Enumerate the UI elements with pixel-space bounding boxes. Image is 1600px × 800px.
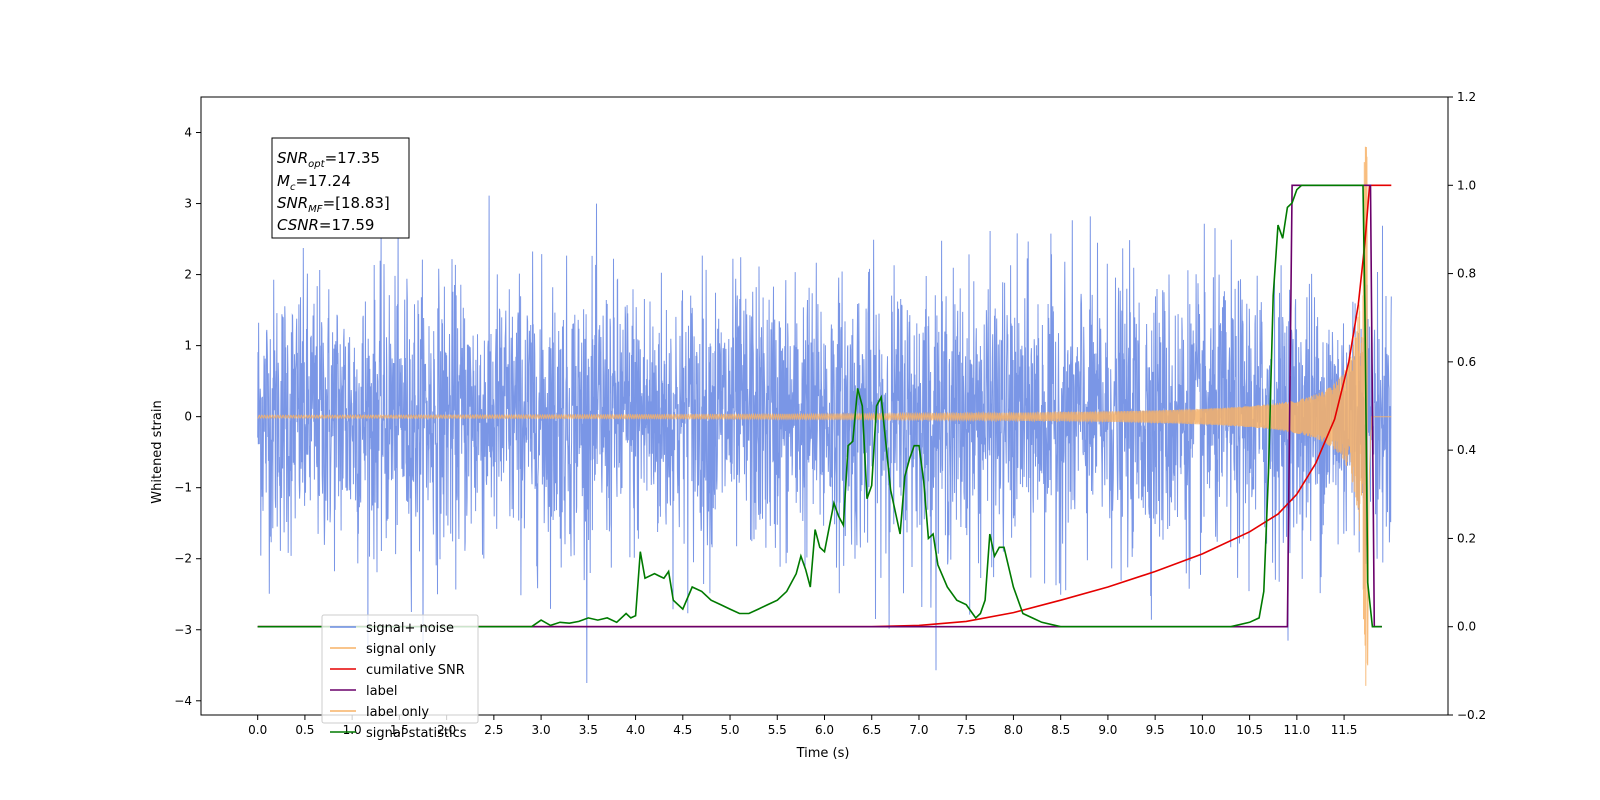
y2-tick-label: 1.2: [1457, 90, 1476, 104]
x-tick-label: 11.0: [1283, 723, 1310, 737]
y-tick-label: −2: [174, 552, 192, 566]
y-axis-label: Whitened strain: [150, 400, 165, 503]
legend-label: signal statistics: [366, 726, 467, 741]
y2-tick-label: 0.8: [1457, 267, 1476, 281]
legend: signal+ noise signal only cumilative SNR la…: [321, 614, 479, 741]
y-tick-label: 2: [184, 268, 192, 282]
x-tick-label: 0.5: [295, 723, 314, 737]
x-tick-label: 5.0: [720, 723, 739, 737]
x-tick-label: 1.5: [390, 723, 409, 737]
legend-label: signal only: [366, 642, 436, 657]
y-tick-label: 1: [184, 339, 192, 353]
x-tick-label: 2.5: [484, 723, 503, 737]
x-axis: 0.0 0.5 1.0 1.5 2.0 2.5 3.0 3.5 4.0 4.5 5.0 5.5 6.0 6…: [248, 715, 1357, 737]
legend-label: label: [366, 684, 397, 699]
y2-tick-label: 0.2: [1457, 531, 1476, 545]
y-tick-label: 4: [184, 126, 192, 140]
y2-tick-label: 1.0: [1457, 178, 1476, 192]
x-tick-label: 10.5: [1236, 723, 1263, 737]
legend-label: signal+ noise: [366, 621, 454, 636]
x-tick-label: 7.5: [957, 723, 976, 737]
left-y-axis: 4 3 2 1 0 −1 −2 −3 −4: [174, 126, 201, 708]
x-tick-label: 7.0: [909, 723, 928, 737]
annotation-box: SNRopt=17.35 Mc=17.24 SNRMF=[18.83] CSNR…: [271, 137, 410, 239]
series-layer: [257, 146, 1392, 686]
y2-tick-label: −0.2: [1457, 708, 1486, 722]
x-tick-label: 8.5: [1051, 723, 1070, 737]
annotation-csnr: CSNR=17.59: [277, 216, 374, 234]
x-axis-label: Time (s): [796, 746, 850, 761]
y2-tick-label: 0.0: [1457, 620, 1476, 634]
y-tick-label: −4: [174, 694, 192, 708]
legend-label: label only: [366, 705, 429, 720]
annotation-mc: Mc=17.24: [277, 172, 351, 193]
x-tick-label: 3.5: [579, 723, 598, 737]
y-tick-label: −3: [174, 623, 192, 637]
x-tick-label: 2.0: [437, 723, 456, 737]
x-tick-label: 4.5: [673, 723, 692, 737]
right-y-axis: 1.2 1.0 0.8 0.6 0.4 0.2 0.0 −0.2: [1448, 90, 1486, 722]
x-tick-label: 3.0: [532, 723, 551, 737]
y-tick-label: 3: [184, 197, 192, 211]
y-tick-label: 0: [184, 410, 192, 424]
x-tick-label: 11.5: [1331, 723, 1358, 737]
x-tick-label: 6.5: [862, 723, 881, 737]
series-signal-statistics-line: [257, 184, 1382, 628]
x-tick-label: 9.5: [1146, 723, 1165, 737]
y-tick-label: −1: [174, 481, 192, 495]
x-tick-label: 5.5: [768, 723, 787, 737]
y2-tick-label: 0.4: [1457, 443, 1476, 457]
series-signal-noise-line: [257, 195, 1392, 684]
annotation-snr-opt: SNRopt=17.35: [277, 149, 380, 170]
x-tick-label: 0.0: [248, 723, 267, 737]
x-tick-label: 10.0: [1189, 723, 1216, 737]
x-tick-label: 8.0: [1004, 723, 1023, 737]
legend-label: cumilative SNR: [366, 663, 465, 678]
x-tick-label: 6.0: [815, 723, 834, 737]
x-tick-label: 1.0: [343, 723, 362, 737]
annotation-snr-mf: SNRMF=[18.83]: [277, 194, 390, 215]
x-tick-label: 9.0: [1098, 723, 1117, 737]
series-signal-only-line: [257, 146, 1392, 686]
y2-tick-label: 0.6: [1457, 355, 1476, 369]
x-tick-label: 4.0: [626, 723, 645, 737]
